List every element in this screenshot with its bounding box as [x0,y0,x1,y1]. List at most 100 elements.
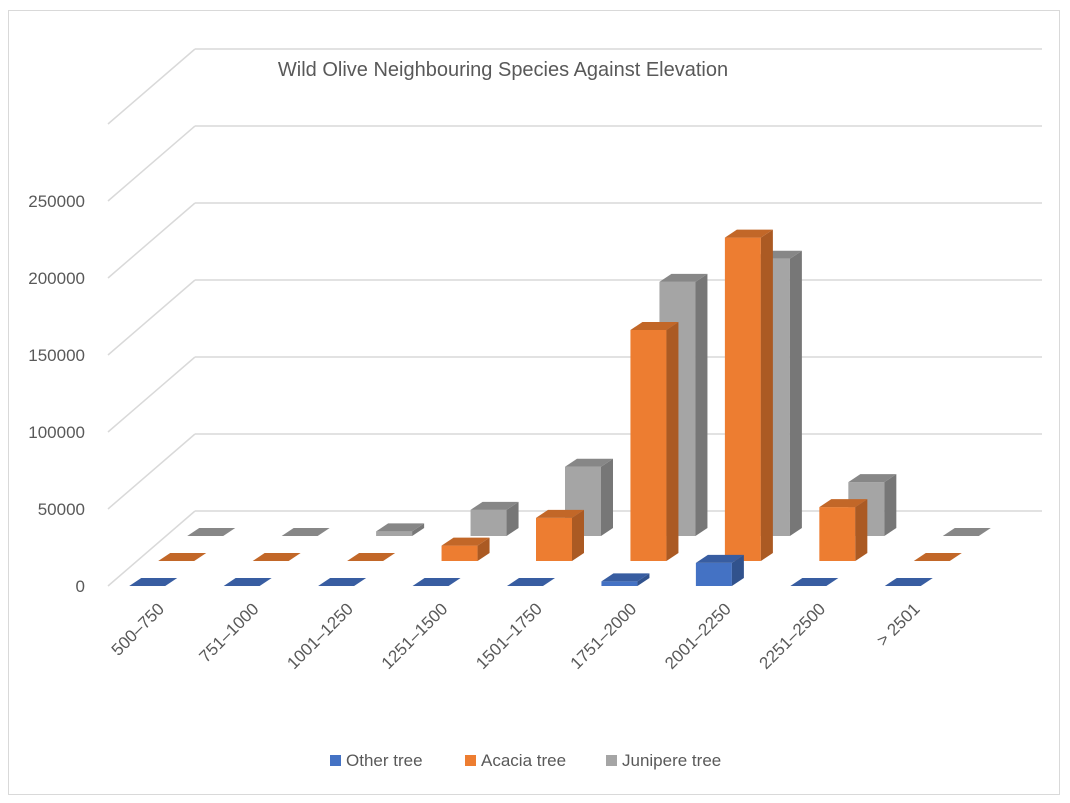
chart-title: Wild Olive Neighbouring Species Against … [278,59,728,81]
bar-top [659,273,708,282]
gridline-side [107,202,196,279]
y-tick-label: 150000 [28,346,85,365]
x-tick-label: 500–750 [108,599,168,659]
bar-front [376,531,413,536]
bar-acacia-tree [158,553,207,562]
bar-other-tree [129,578,178,587]
bar-top [412,578,461,586]
bar-front [470,509,507,536]
bar-side [572,509,584,561]
x-tick-label: 1251–1500 [378,599,452,673]
bar-top [790,578,839,586]
gridline-side [107,48,196,125]
y-tick-label: 50000 [38,500,85,519]
bar-acacia-tree [819,499,868,561]
bar-top [318,578,367,586]
bar-acacia-tree [724,229,773,561]
bar-junipere-tree [187,528,236,537]
bar-side [695,273,708,536]
x-axis-ticks: 500–750 751–1000 1001–1250 1251–1500 1501–17… [108,599,924,673]
bar-junipere-tree [470,501,519,536]
bar-acacia-tree [347,553,396,562]
bar-side [789,250,802,537]
bar-top [601,573,650,582]
bar-other-tree [318,578,367,587]
bar-acacia-tree [913,553,962,562]
y-tick-label: 0 [76,577,85,596]
legend-item: Acacia tree [465,751,566,770]
bar-acacia-tree [536,509,584,561]
gridline-side [107,356,196,433]
bar-top [565,458,613,467]
bar-other-tree [790,578,839,587]
y-tick-label: 100000 [28,423,85,442]
legend-label: Acacia tree [481,751,566,770]
bar-junipere-tree [942,528,991,537]
gridline-side [107,510,196,587]
x-tick-label: 1501–1750 [472,599,546,673]
bar-other-tree [223,578,272,587]
legend-label: Other tree [346,751,423,770]
bar-front [536,517,572,561]
bar-front [819,507,856,561]
bar-side [731,554,744,586]
x-tick-label: 751–1000 [196,599,263,666]
legend: Other tree Acacia tree Junipere tree [330,751,721,770]
bar-other-tree [412,578,461,587]
bar-side [412,523,425,536]
x-tick-label: > 2501 [873,599,924,650]
bar-front [630,330,667,561]
legend-label: Junipere tree [622,751,721,770]
bar-front [601,581,638,586]
bar-acacia-tree [441,537,490,561]
bar-junipere-tree [376,523,425,536]
x-tick-label: 1001–1250 [283,599,357,673]
bar-other-tree [601,573,650,586]
gridlines [107,48,1042,587]
y-axis-ticks: 0 50000 100000 150000 200000 250000 [28,192,85,596]
legend-swatch [465,755,476,766]
bar-top [848,474,897,483]
bar-side [477,537,490,561]
bar-side [637,573,650,586]
bar-top [281,528,330,536]
legend-swatch [606,755,617,766]
y-tick-label: 250000 [28,192,85,211]
bar-top [376,523,425,532]
bar-acacia-tree [630,322,679,561]
bar-top [630,322,679,330]
x-tick-label: 2001–2250 [661,599,735,673]
bar-top [507,578,555,586]
bar-front [724,237,761,561]
bar-side [855,499,868,561]
bar-top [347,553,396,561]
bar-top [470,501,519,510]
bar-other-tree [695,554,744,586]
x-tick-label: 2251–2500 [756,599,830,673]
bar-top [942,528,991,536]
gridline-side [107,125,196,202]
bar-acacia-tree [252,553,301,562]
gridline-side [107,279,196,356]
bar-side [666,322,679,561]
chart-container [8,10,1060,795]
bar-side [760,229,773,561]
bar-top [441,537,490,546]
legend-item: Other tree [330,751,423,770]
bar-junipere-tree [281,528,330,537]
bar-top [536,509,584,518]
bar-top [187,528,236,536]
bar-front [695,562,732,586]
bar-other-tree [884,578,933,587]
bar-top [223,578,272,586]
bar-front [441,545,478,561]
bar-other-tree [507,578,555,587]
bar-top [158,553,207,561]
bar-top [695,554,744,563]
bar-top [819,499,868,508]
bar-side [506,501,519,536]
bar-top [724,229,773,238]
bar-top [129,578,178,586]
bars [129,229,991,587]
